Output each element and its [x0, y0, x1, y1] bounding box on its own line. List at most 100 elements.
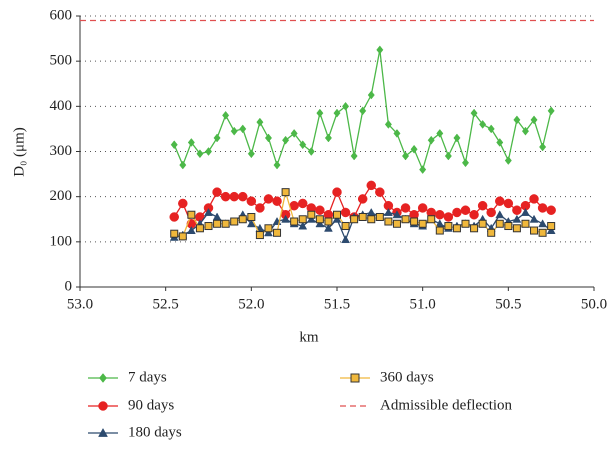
y-tick-label: 100: [50, 233, 73, 249]
marker: [204, 147, 213, 156]
marker: [195, 224, 204, 233]
marker: [539, 142, 547, 152]
marker: [478, 219, 487, 228]
marker: [273, 160, 281, 170]
marker: [460, 205, 471, 215]
marker: [512, 205, 522, 215]
marker: [246, 219, 256, 228]
marker: [538, 228, 547, 237]
marker: [444, 222, 453, 231]
marker: [212, 212, 222, 221]
marker: [299, 140, 307, 150]
marker: [246, 196, 257, 206]
marker: [297, 198, 308, 209]
marker: [170, 229, 179, 238]
marker: [546, 226, 556, 234]
marker: [212, 187, 222, 197]
marker: [495, 196, 505, 206]
marker: [341, 235, 350, 244]
legend-label: 7 days: [128, 369, 167, 385]
marker: [298, 215, 307, 224]
y-tick-label: 500: [50, 53, 73, 69]
marker: [410, 217, 419, 226]
marker: [402, 151, 410, 161]
y-tick-label: 400: [50, 98, 73, 114]
marker: [315, 215, 324, 224]
marker: [529, 214, 539, 223]
marker: [333, 210, 341, 219]
marker: [324, 223, 333, 232]
legend-label: 90 days: [128, 397, 174, 413]
legend-marker: [350, 373, 360, 383]
marker: [324, 217, 333, 226]
marker: [384, 119, 392, 129]
marker: [367, 215, 376, 224]
marker: [452, 224, 461, 233]
marker: [229, 191, 239, 202]
marker: [247, 212, 256, 221]
marker: [341, 222, 350, 231]
marker: [298, 221, 308, 230]
y-tick-label: 300: [50, 143, 73, 159]
marker: [264, 133, 272, 143]
marker: [255, 203, 265, 213]
marker: [366, 180, 377, 191]
marker: [427, 135, 435, 145]
y-axis-label: D₀ (μm): [11, 127, 27, 177]
marker: [307, 210, 316, 219]
y-tick-label: 600: [50, 7, 73, 23]
legend-marker: [98, 401, 108, 411]
x-tick-label: 50.0: [581, 296, 607, 312]
marker: [504, 156, 512, 165]
marker: [213, 133, 221, 143]
marker: [435, 209, 445, 220]
marker: [417, 203, 428, 213]
x-tick-label: 52.5: [153, 296, 179, 312]
marker: [238, 215, 247, 224]
marker: [350, 215, 359, 224]
marker: [513, 115, 521, 125]
marker: [375, 187, 385, 197]
marker: [179, 160, 187, 170]
marker: [538, 219, 548, 228]
legend-marker: [99, 373, 107, 383]
marker: [504, 222, 513, 231]
marker: [530, 226, 539, 235]
marker: [547, 106, 555, 116]
x-tick-label: 53.0: [67, 296, 93, 312]
x-tick-label: 51.0: [410, 296, 436, 312]
marker: [512, 214, 522, 223]
marker: [487, 124, 495, 134]
marker: [546, 205, 556, 215]
legend-label: 360 days: [380, 369, 434, 385]
marker: [547, 222, 556, 231]
marker: [282, 135, 290, 145]
marker: [170, 140, 178, 150]
marker: [290, 217, 299, 226]
marker: [410, 144, 418, 154]
marker: [333, 108, 341, 118]
marker: [324, 133, 332, 143]
marker: [204, 207, 213, 216]
x-tick-label: 50.5: [495, 296, 521, 312]
marker: [384, 217, 393, 226]
marker: [521, 207, 530, 216]
marker: [512, 224, 521, 233]
marker: [264, 224, 273, 233]
marker: [222, 110, 230, 120]
marker: [444, 151, 452, 161]
marker: [495, 210, 505, 219]
marker: [503, 198, 514, 209]
x-axis-label: km: [299, 329, 319, 345]
marker: [332, 214, 342, 223]
marker: [383, 207, 393, 216]
marker: [247, 149, 255, 159]
marker: [392, 210, 402, 219]
marker: [213, 219, 222, 228]
marker: [452, 207, 462, 218]
marker: [487, 228, 496, 237]
marker: [340, 207, 351, 218]
marker: [521, 126, 529, 136]
marker: [187, 210, 196, 219]
